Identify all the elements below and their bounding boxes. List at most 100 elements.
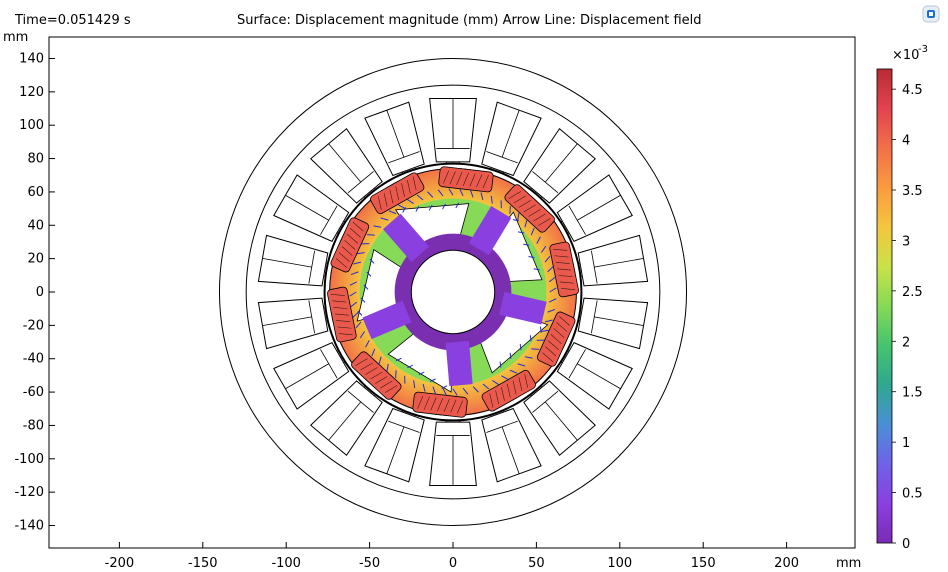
displacement-arrow (517, 363, 526, 367)
y-tick-label: -80 (23, 418, 44, 433)
colorbar-tick-label: 3 (902, 234, 910, 249)
colorbar-tick-label: 0.5 (902, 487, 923, 502)
y-tick-label: 20 (27, 252, 44, 267)
stator-slot (429, 98, 477, 166)
displacement-arrow (350, 301, 358, 308)
x-tick-label: 50 (528, 556, 545, 571)
displacement-arrow (452, 388, 458, 396)
y-tick-label: 120 (19, 85, 44, 100)
y-axis-ticks: 140 120 100 80 60 40 20 0 -20 -40 -60 -80 -100 -120 -1… (14, 51, 55, 534)
displacement-arrow (524, 356, 533, 359)
displacement-arrow (366, 234, 375, 236)
displacement-arrow (469, 189, 474, 198)
colorbar-tick-label: 1.5 (902, 386, 923, 401)
displacement-arrow (462, 387, 469, 395)
displacement-arrow (547, 308, 556, 313)
displacement-arrow (509, 369, 518, 374)
rotor-magnet (351, 351, 402, 400)
stator-outer-circle (245, 84, 661, 500)
stator-slot (523, 380, 597, 456)
stator-slot (481, 407, 542, 483)
motor-geometry (218, 57, 688, 527)
rotor-magnet (330, 217, 370, 273)
time-label: Time=0.051429 s (15, 13, 131, 28)
stator-slot (257, 297, 330, 350)
displacement-arrow (413, 380, 416, 389)
housing-outer-circle (218, 57, 688, 527)
displacement-arrow (480, 192, 484, 201)
displacement-arrow (349, 281, 358, 286)
y-tick-label: -140 (14, 519, 44, 534)
y-tick-label: 60 (27, 185, 44, 200)
displacement-arrow (549, 287, 557, 293)
colorbar-tick-label: 1 (902, 436, 910, 451)
colorbar-tick-label: 4.5 (902, 83, 923, 98)
displacement-arrow (397, 204, 405, 209)
displacement-arrow (544, 319, 553, 323)
displacement-arrow (541, 329, 550, 332)
displacement-arrow (416, 194, 424, 201)
displacement-arrow (482, 383, 490, 390)
displacement-arrow (530, 227, 535, 236)
rotor-spoke (445, 340, 473, 387)
rotor-magnet (412, 391, 468, 418)
displacement-arrow (548, 298, 557, 303)
displacement-arrow (352, 311, 359, 318)
rotor-magnet (438, 166, 494, 193)
rotor-spoke (382, 213, 430, 262)
stator-slot (309, 128, 383, 204)
comsol-logo-icon[interactable] (922, 5, 940, 23)
displacement-arrow (349, 291, 357, 297)
stator-slot (257, 234, 330, 287)
colorbar-tick-label: 2 (902, 335, 910, 350)
displacement-arrow (524, 219, 528, 228)
y-axis-unit: mm (3, 30, 29, 45)
rotor-magnet (327, 286, 357, 343)
x-tick-label: -100 (271, 556, 301, 571)
rotor-magnet (549, 241, 579, 298)
y-tick-label: -120 (14, 485, 44, 500)
rotor-spoke (468, 205, 512, 256)
displacement-arrow (371, 348, 376, 357)
displacement-arrow (386, 363, 389, 372)
stator-slot (364, 101, 425, 177)
displacement-arrow (437, 189, 444, 197)
displacement-arrow (490, 195, 493, 204)
displacement-arrow (355, 321, 362, 329)
stator-slot (576, 297, 649, 350)
stator-slot (429, 418, 477, 486)
displacement-arrow (432, 386, 437, 395)
displacement-arrow (448, 188, 454, 196)
displacement-arrow (472, 386, 479, 393)
displacement-arrow (547, 266, 554, 273)
x-tick-label: 100 (607, 556, 632, 571)
displacement-arrow (509, 205, 511, 214)
x-tick-label: -150 (188, 556, 218, 571)
displacement-arrow (373, 225, 382, 228)
rotor-magnet (504, 184, 555, 233)
colorbar-tick-label: 0 (902, 537, 910, 552)
displacement-arrow (531, 348, 540, 350)
colorbar-tick-label: 4 (902, 134, 910, 149)
x-tick-label: 150 (691, 556, 716, 571)
displacement-arrow (427, 191, 434, 198)
displacement-arrow (501, 375, 509, 380)
x-axis-unit: mm (836, 556, 862, 571)
stator-slot (273, 341, 350, 410)
displacement-arrow (548, 276, 556, 283)
displacement-arrow (492, 379, 500, 386)
y-tick-label: -20 (23, 318, 44, 333)
colorbar-tick-label: 3.5 (902, 184, 923, 199)
displacement-arrow (378, 356, 382, 365)
rotor-spoke (499, 291, 547, 325)
displacement-arrow (365, 340, 370, 348)
displacement-arrow (517, 212, 520, 221)
stator-slot (523, 128, 597, 204)
x-tick-label: 0 (449, 556, 457, 571)
displacement-arrow (395, 370, 397, 379)
x-axis-ticks: -200 -150 -100 -50 0 50 100 150 200 (105, 542, 799, 571)
displacement-arrow (442, 387, 447, 396)
displacement-arrow (406, 198, 414, 205)
y-tick-label: 0 (36, 285, 44, 300)
